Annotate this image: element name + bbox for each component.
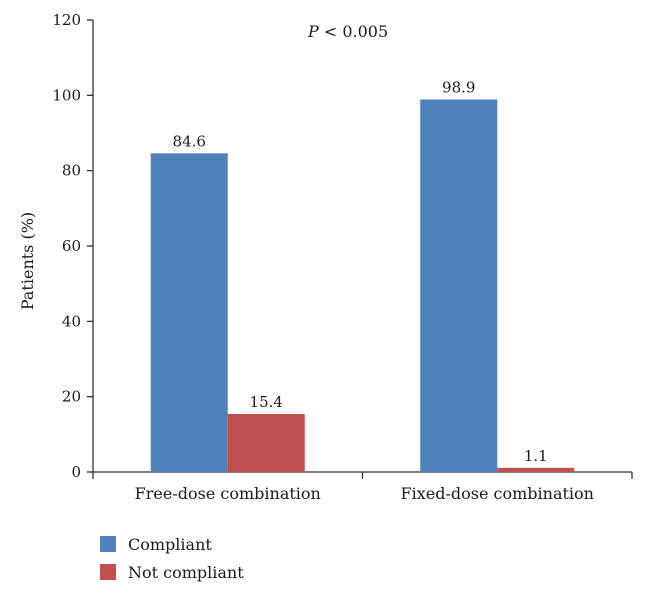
y-axis: 0 20 40 60 80 100 120	[52, 11, 94, 481]
data-label: 1.1	[524, 447, 548, 465]
data-label: 98.9	[442, 78, 475, 96]
x-category-label: Free-dose combination	[135, 484, 321, 503]
p-value-annotation: P < 0.005	[307, 22, 388, 41]
y-tick-label: 0	[71, 463, 81, 481]
legend-swatch	[100, 564, 116, 580]
legend-label: Not compliant	[128, 563, 244, 582]
legend-swatch	[100, 536, 116, 552]
data-labels: 84.6 15.4 98.9 1.1	[173, 78, 548, 464]
data-label: 84.6	[173, 132, 206, 150]
y-axis-title: Patients (%)	[18, 212, 37, 310]
legend-label: Compliant	[128, 535, 212, 554]
x-category-label: Fixed-dose combination	[401, 484, 594, 503]
y-tick-label: 100	[52, 86, 81, 104]
p-value-text: < 0.005	[319, 22, 388, 41]
y-tick-label: 80	[62, 162, 81, 180]
bar-compliant	[150, 153, 228, 472]
legend: Compliant Not compliant	[100, 535, 244, 582]
data-label: 15.4	[250, 393, 283, 411]
p-value-symbol: P	[307, 22, 319, 41]
bar-not-compliant	[227, 413, 305, 472]
y-tick-label: 40	[62, 312, 81, 330]
bars	[150, 99, 575, 472]
x-axis: Free-dose combination Fixed-dose combinat…	[92, 471, 633, 503]
bar-not-compliant	[497, 467, 575, 472]
y-tick-label: 60	[62, 237, 81, 255]
bar-compliant	[420, 99, 498, 472]
y-tick-label: 120	[52, 11, 81, 29]
y-tick-label: 20	[62, 388, 81, 406]
